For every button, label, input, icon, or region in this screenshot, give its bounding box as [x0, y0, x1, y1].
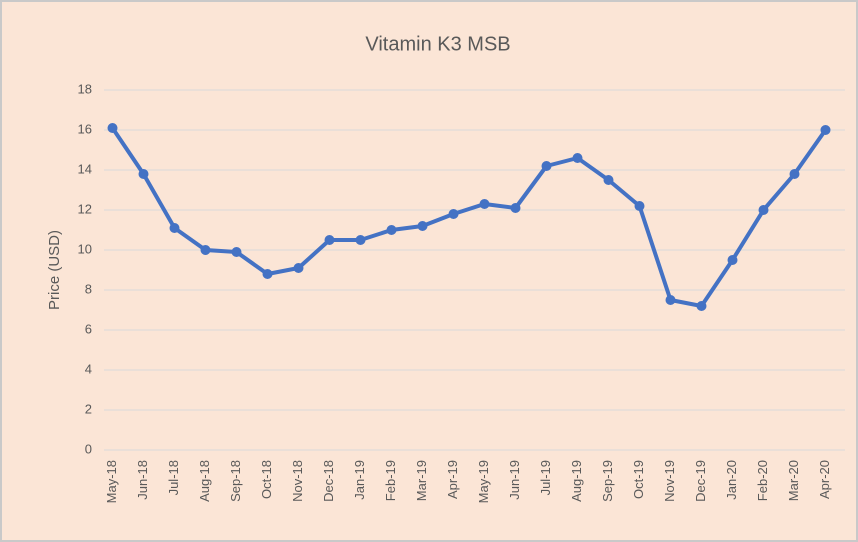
point: [448, 209, 459, 219]
y-tick-label: 6: [85, 321, 92, 336]
x-tick-label: Jul-19: [538, 460, 553, 495]
line: [110, 126, 828, 308]
x-tick-label: May-18: [104, 460, 119, 503]
point: [758, 205, 769, 215]
point: [107, 123, 118, 133]
y-tick-label: 10: [78, 241, 92, 256]
point: [603, 175, 614, 185]
x-tick-label: Feb-19: [383, 460, 398, 501]
x-tick-label: Aug-18: [197, 460, 212, 502]
point: [169, 223, 180, 233]
y-tick-label: 14: [78, 161, 92, 176]
y-tick-label: 4: [85, 361, 92, 376]
point: [634, 201, 645, 211]
x-tick-label: Nov-18: [290, 460, 305, 502]
point: [231, 247, 242, 257]
chart-title: Vitamin K3 MSB: [365, 33, 510, 55]
point: [293, 263, 304, 273]
x-tick-label: Jan-19: [352, 460, 367, 500]
x-tick-label: Mar-19: [414, 460, 429, 501]
point: [572, 153, 583, 163]
x-tick-label: Apr-19: [445, 460, 460, 499]
y-tick-label: 8: [85, 281, 92, 296]
point: [510, 203, 521, 213]
point: [417, 221, 428, 231]
y-tick-label: 2: [85, 401, 92, 416]
x-tick-label: Mar-20: [786, 460, 801, 501]
x-tick-label: Dec-18: [321, 460, 336, 502]
x-tick-label: Oct-19: [631, 460, 646, 499]
x-tick-label: Apr-20: [817, 460, 832, 499]
point: [324, 235, 335, 245]
point: [789, 169, 800, 179]
point: [696, 301, 707, 311]
point: [262, 269, 273, 279]
x-tick-label: Nov-19: [662, 460, 677, 502]
point: [479, 199, 490, 209]
y-axis-label: Price (USD): [46, 230, 63, 310]
y-tick-label: 18: [78, 81, 92, 96]
point: [820, 125, 831, 135]
x-tick-label: Aug-19: [569, 460, 584, 502]
point: [138, 169, 149, 179]
x-tick-label: Jun-19: [507, 460, 522, 500]
x-tick-label: Sep-18: [228, 460, 243, 502]
y-tick-label: 0: [85, 441, 92, 456]
x-tick-label: Oct-18: [259, 460, 274, 499]
point: [727, 255, 738, 265]
x-tick-label: Jul-18: [166, 460, 181, 495]
point: [665, 295, 676, 305]
point: [355, 235, 366, 245]
x-tick-label: Dec-19: [693, 460, 708, 502]
point: [200, 245, 211, 255]
x-tick-label: Jun-18: [135, 460, 150, 500]
point: [386, 225, 397, 235]
point: [541, 161, 552, 171]
x-tick-label: Sep-19: [600, 460, 615, 502]
x-tick-label: Jan-20: [724, 460, 739, 500]
x-tick-label: Feb-20: [755, 460, 770, 501]
x-tick-label: May-19: [476, 460, 491, 503]
y-tick-label: 16: [78, 121, 92, 136]
y-tick-label: 12: [78, 201, 92, 216]
